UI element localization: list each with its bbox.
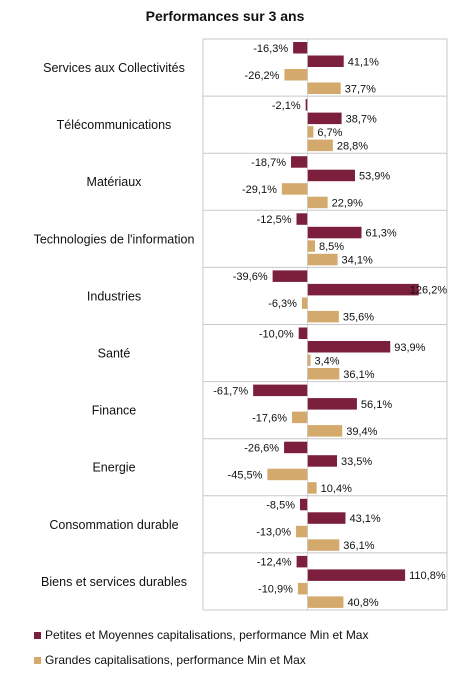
bar-pm-max-materiaux bbox=[307, 169, 355, 182]
data-label-pm-min-technologies-de-l-information: -12,5% bbox=[257, 214, 292, 226]
bar-gc-min-sante bbox=[307, 354, 311, 366]
category-label-industries: Industries bbox=[87, 289, 141, 303]
legend-item-small-mid-caps: Petites et Moyennes capitalisations, per… bbox=[34, 628, 368, 642]
bar-gc-max-biens-et-services-durables bbox=[307, 596, 344, 608]
data-label-gc-max-biens-et-services-durables: 40,8% bbox=[347, 597, 378, 609]
data-label-pm-min-sante: -10,0% bbox=[259, 328, 294, 340]
data-label-pm-min-energie: -26,6% bbox=[244, 442, 279, 454]
data-label-pm-min-industries: -39,6% bbox=[233, 271, 268, 283]
data-label-pm-min-materiaux: -18,7% bbox=[251, 157, 286, 169]
data-label-pm-max-energie: 33,5% bbox=[341, 456, 372, 468]
bar-pm-max-sante bbox=[307, 341, 391, 353]
data-label-gc-min-technologies-de-l-information: 8,5% bbox=[319, 241, 344, 253]
bar-gc-min-technologies-de-l-information bbox=[307, 240, 315, 252]
data-label-pm-max-industries: 126,2% bbox=[410, 285, 448, 297]
bar-gc-min-consommation-durable bbox=[296, 525, 308, 538]
data-label-pm-max-telecommunications: 38,7% bbox=[346, 113, 377, 125]
data-label-gc-max-technologies-de-l-information: 34,1% bbox=[342, 255, 373, 267]
data-label-gc-max-sante: 36,1% bbox=[343, 369, 374, 381]
legend-item-large-caps: Grandes capitalisations, performance Min… bbox=[34, 653, 306, 667]
bar-gc-max-telecommunications bbox=[307, 139, 333, 152]
bar-pm-min-technologies-de-l-information bbox=[296, 213, 308, 225]
bar-pm-min-materiaux bbox=[291, 156, 308, 168]
data-label-gc-min-biens-et-services-durables: -10,9% bbox=[258, 584, 293, 596]
bar-pm-min-consommation-durable bbox=[300, 498, 308, 511]
data-label-gc-min-energie: -45,5% bbox=[228, 469, 263, 481]
bar-pm-min-sante bbox=[298, 327, 308, 339]
data-label-gc-max-industries: 35,6% bbox=[343, 312, 374, 324]
bar-pm-max-telecommunications bbox=[307, 112, 342, 125]
data-label-pm-min-consommation-durable: -8,5% bbox=[266, 500, 295, 512]
bar-pm-min-energie bbox=[284, 441, 308, 454]
bar-gc-min-materiaux bbox=[281, 183, 308, 195]
data-label-gc-min-consommation-durable: -13,0% bbox=[256, 527, 291, 539]
bar-gc-min-energie bbox=[267, 468, 308, 481]
data-label-gc-min-materiaux: -29,1% bbox=[242, 184, 277, 196]
data-label-gc-max-finance: 39,4% bbox=[346, 426, 377, 438]
bar-gc-max-industries bbox=[307, 310, 339, 323]
bar-pm-min-finance bbox=[253, 384, 308, 397]
data-label-gc-min-telecommunications: 6,7% bbox=[317, 127, 342, 139]
bar-pm-min-services-aux-collectivites bbox=[293, 42, 308, 54]
bar-pm-min-telecommunications bbox=[305, 99, 308, 111]
data-label-pm-max-finance: 56,1% bbox=[361, 399, 392, 411]
category-label-energie: Energie bbox=[92, 461, 135, 475]
bar-pm-max-industries bbox=[307, 283, 419, 296]
bar-gc-min-industries bbox=[301, 297, 308, 309]
data-label-gc-max-energie: 10,4% bbox=[321, 483, 352, 495]
data-label-pm-max-sante: 93,9% bbox=[394, 342, 425, 354]
bar-pm-max-finance bbox=[307, 398, 357, 410]
data-label-pm-min-finance: -61,7% bbox=[213, 385, 248, 397]
data-label-pm-max-technologies-de-l-information: 61,3% bbox=[366, 228, 397, 240]
data-label-gc-max-services-aux-collectivites: 37,7% bbox=[345, 83, 376, 95]
category-label-sante: Santé bbox=[98, 347, 131, 361]
bar-gc-max-services-aux-collectivites bbox=[307, 82, 341, 94]
chart-title: Performances sur 3 ans bbox=[145, 8, 305, 24]
bar-gc-max-finance bbox=[307, 425, 343, 437]
category-label-finance: Finance bbox=[92, 404, 137, 418]
bar-pm-min-biens-et-services-durables bbox=[296, 555, 308, 568]
bar-gc-min-finance bbox=[291, 411, 308, 424]
category-label-materiaux: Matériaux bbox=[87, 175, 143, 189]
bar-chart: Services aux Collectivités -16,3% 41,1% -26… bbox=[34, 38, 448, 611]
bar-gc-max-technologies-de-l-information bbox=[307, 253, 338, 266]
bar-gc-min-telecommunications bbox=[307, 126, 314, 138]
category-label-biens-et-services-durables: Biens et services durables bbox=[41, 575, 187, 589]
data-label-pm-max-consommation-durable: 43,1% bbox=[349, 513, 380, 525]
bar-pm-max-biens-et-services-durables bbox=[307, 569, 406, 581]
data-label-gc-min-services-aux-collectivites: -26,2% bbox=[245, 70, 280, 82]
bar-gc-min-services-aux-collectivites bbox=[284, 69, 308, 81]
category-label-telecommunications: Télécommunications bbox=[57, 118, 172, 132]
data-label-pm-min-biens-et-services-durables: -12,4% bbox=[257, 557, 292, 569]
legend-label-large-caps: Grandes capitalisations, performance Min… bbox=[45, 653, 306, 667]
data-label-pm-max-materiaux: 53,9% bbox=[359, 170, 390, 182]
data-label-pm-max-services-aux-collectivites: 41,1% bbox=[348, 56, 379, 68]
legend-label-small-mid-caps: Petites et Moyennes capitalisations, per… bbox=[45, 628, 369, 642]
category-label-technologies-de-l-information: Technologies de l'information bbox=[34, 232, 195, 246]
bar-gc-max-materiaux bbox=[307, 196, 328, 209]
bar-pm-max-services-aux-collectivites bbox=[307, 55, 344, 67]
bar-pm-min-industries bbox=[272, 270, 308, 282]
data-label-gc-max-materiaux: 22,9% bbox=[332, 197, 363, 209]
data-label-gc-min-industries: -6,3% bbox=[268, 298, 297, 310]
legend-swatch-small-mid-caps bbox=[34, 631, 41, 639]
bar-pm-max-consommation-durable bbox=[307, 512, 346, 524]
data-label-pm-min-telecommunications: -2,1% bbox=[272, 100, 301, 112]
category-label-services-aux-collectivites: Services aux Collectivités bbox=[43, 61, 185, 75]
bar-pm-max-energie bbox=[307, 455, 338, 467]
bar-pm-max-technologies-de-l-information bbox=[307, 226, 362, 239]
bar-gc-min-biens-et-services-durables bbox=[297, 582, 308, 595]
data-label-gc-min-sante: 3,4% bbox=[315, 355, 340, 367]
data-label-gc-max-consommation-durable: 36,1% bbox=[343, 540, 374, 552]
data-label-gc-max-telecommunications: 28,8% bbox=[337, 140, 368, 152]
data-label-pm-min-services-aux-collectivites: -16,3% bbox=[253, 43, 288, 55]
data-label-pm-max-biens-et-services-durables: 110,8% bbox=[409, 570, 446, 582]
bar-gc-max-sante bbox=[307, 368, 340, 380]
category-label-consommation-durable: Consommation durable bbox=[49, 518, 178, 532]
bar-gc-max-energie bbox=[307, 482, 317, 494]
data-label-gc-min-finance: -17,6% bbox=[252, 412, 287, 424]
legend-swatch-large-caps bbox=[34, 656, 41, 664]
bar-gc-max-consommation-durable bbox=[307, 539, 340, 551]
